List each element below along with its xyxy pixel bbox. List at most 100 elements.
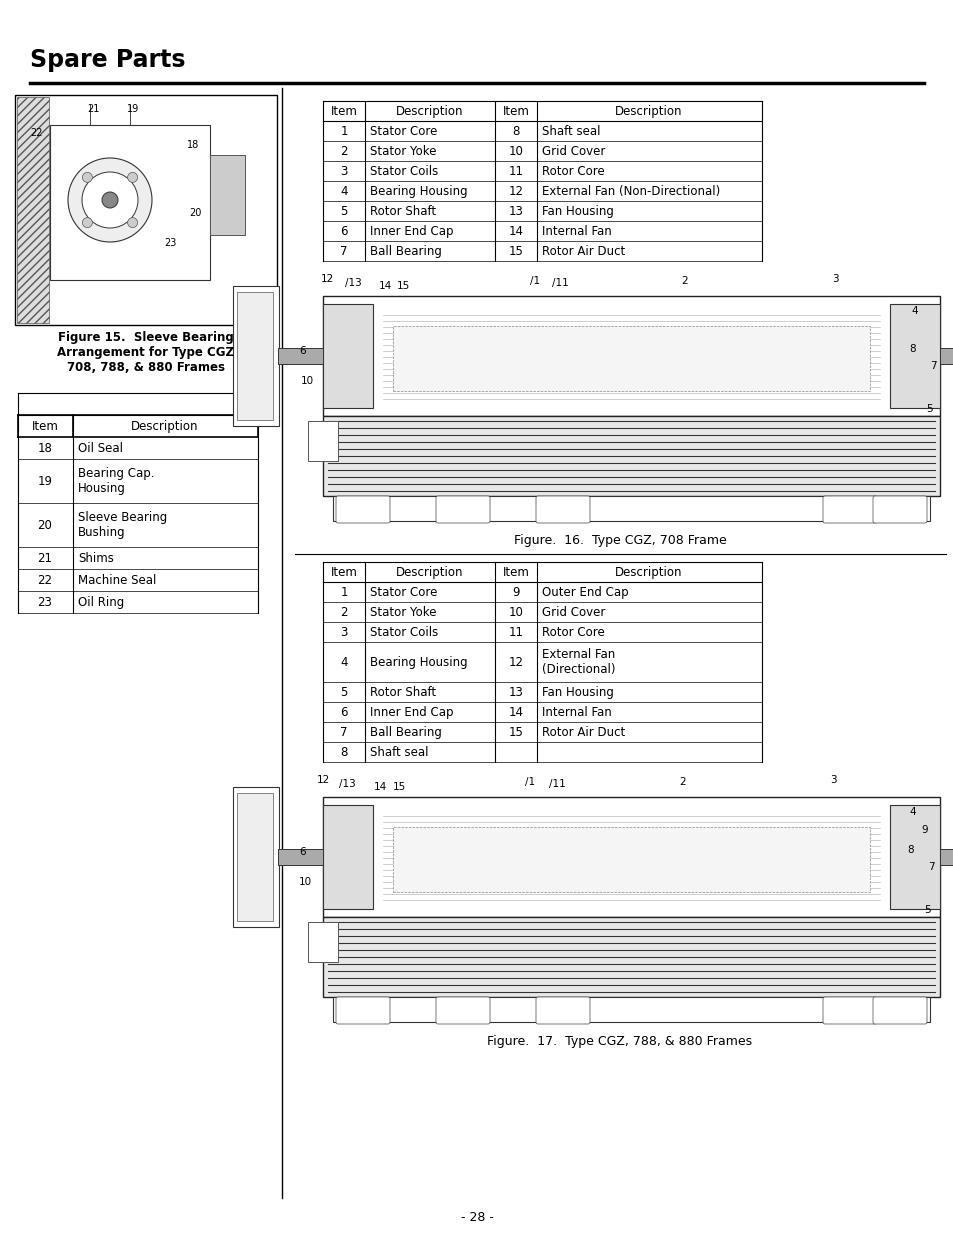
Bar xyxy=(323,797,939,918)
Text: Outer End Cap: Outer End Cap xyxy=(541,585,628,599)
Text: Stator Core: Stator Core xyxy=(370,585,436,599)
Circle shape xyxy=(102,191,118,207)
Text: 6: 6 xyxy=(340,225,348,237)
Text: Item: Item xyxy=(502,105,529,117)
Bar xyxy=(323,416,939,496)
Text: /13: /13 xyxy=(338,779,355,789)
Text: 14: 14 xyxy=(508,225,523,237)
Text: 21: 21 xyxy=(37,552,52,564)
Bar xyxy=(889,304,939,408)
Text: Inner End Cap: Inner End Cap xyxy=(370,225,453,237)
Text: 18: 18 xyxy=(37,441,52,454)
Text: Sleeve Bearing
Bushing: Sleeve Bearing Bushing xyxy=(78,511,167,538)
Text: 23: 23 xyxy=(37,595,52,609)
Text: Bearing Housing: Bearing Housing xyxy=(370,656,467,668)
Text: 4: 4 xyxy=(911,306,918,316)
Circle shape xyxy=(82,173,92,183)
Text: External Fan
(Directional): External Fan (Directional) xyxy=(541,648,615,676)
Text: 10: 10 xyxy=(298,877,312,887)
Text: Stator Core: Stator Core xyxy=(370,125,436,137)
Text: 21: 21 xyxy=(87,104,99,114)
Circle shape xyxy=(82,217,92,227)
Text: 15: 15 xyxy=(392,782,405,792)
Bar xyxy=(233,787,278,927)
Text: 12: 12 xyxy=(508,184,523,198)
Text: Internal Fan: Internal Fan xyxy=(541,225,611,237)
Circle shape xyxy=(68,158,152,242)
FancyBboxPatch shape xyxy=(536,496,589,522)
Text: Rotor Core: Rotor Core xyxy=(541,625,604,638)
Text: 6: 6 xyxy=(299,346,306,356)
Text: 13: 13 xyxy=(508,205,523,217)
FancyBboxPatch shape xyxy=(872,997,926,1024)
Text: Description: Description xyxy=(615,566,682,578)
FancyBboxPatch shape xyxy=(436,997,490,1024)
Text: 5: 5 xyxy=(925,404,932,414)
Text: 8: 8 xyxy=(906,845,913,855)
Text: Bearing Cap.
Housing: Bearing Cap. Housing xyxy=(78,467,154,495)
Text: Rotor Air Duct: Rotor Air Duct xyxy=(541,725,624,739)
Text: Item: Item xyxy=(502,566,529,578)
Text: 11: 11 xyxy=(508,625,523,638)
Text: 1: 1 xyxy=(340,585,348,599)
Text: 2: 2 xyxy=(340,144,348,158)
Text: 18: 18 xyxy=(187,140,199,149)
Bar xyxy=(50,125,210,280)
Text: Rotor Shaft: Rotor Shaft xyxy=(370,685,436,699)
Text: 20: 20 xyxy=(189,207,201,219)
Text: Item: Item xyxy=(31,420,58,432)
Text: 8: 8 xyxy=(340,746,347,758)
Text: 14: 14 xyxy=(373,782,386,792)
Circle shape xyxy=(128,173,137,183)
FancyBboxPatch shape xyxy=(822,496,876,522)
Bar xyxy=(17,98,49,324)
Text: 5: 5 xyxy=(923,905,930,915)
Text: 10: 10 xyxy=(508,605,523,619)
Text: /11: /11 xyxy=(548,779,565,789)
Text: 5: 5 xyxy=(340,685,347,699)
Text: Stator Yoke: Stator Yoke xyxy=(370,144,436,158)
Text: Figure.  17.  Type CGZ, 788, & 880 Frames: Figure. 17. Type CGZ, 788, & 880 Frames xyxy=(487,1035,752,1049)
Bar xyxy=(236,291,273,420)
Text: Grid Cover: Grid Cover xyxy=(541,605,605,619)
Text: 3: 3 xyxy=(340,164,347,178)
Text: Description: Description xyxy=(395,566,463,578)
Circle shape xyxy=(82,172,138,228)
Text: 12: 12 xyxy=(320,274,334,284)
Text: Shaft seal: Shaft seal xyxy=(541,125,599,137)
Text: 5: 5 xyxy=(340,205,347,217)
Text: 6: 6 xyxy=(299,847,306,857)
FancyBboxPatch shape xyxy=(536,997,589,1024)
Text: 1: 1 xyxy=(340,125,348,137)
Text: 22: 22 xyxy=(30,128,43,138)
Text: Ball Bearing: Ball Bearing xyxy=(370,725,441,739)
Text: Bearing Housing: Bearing Housing xyxy=(370,184,467,198)
Text: Fan Housing: Fan Housing xyxy=(541,685,613,699)
Circle shape xyxy=(128,217,137,227)
FancyBboxPatch shape xyxy=(335,496,390,522)
Text: 3: 3 xyxy=(831,274,838,284)
Text: - 28 -: - 28 - xyxy=(460,1212,493,1224)
Text: Description: Description xyxy=(395,105,463,117)
FancyBboxPatch shape xyxy=(822,997,876,1024)
Text: 7: 7 xyxy=(340,725,348,739)
Bar xyxy=(333,997,929,1023)
Text: 7: 7 xyxy=(929,361,935,370)
Text: 6: 6 xyxy=(340,705,348,719)
Text: Shaft seal: Shaft seal xyxy=(370,746,428,758)
Text: Fan Housing: Fan Housing xyxy=(541,205,613,217)
Text: 10: 10 xyxy=(300,375,314,387)
Text: 20: 20 xyxy=(37,519,52,531)
Text: Stator Yoke: Stator Yoke xyxy=(370,605,436,619)
Text: Oil Seal: Oil Seal xyxy=(78,441,123,454)
Text: Machine Seal: Machine Seal xyxy=(78,573,156,587)
Text: 3: 3 xyxy=(829,776,836,785)
Text: 8: 8 xyxy=(512,125,519,137)
Text: Figure 15.  Sleeve Bearing
Arrangement for Type CGZ
708, 788, & 880 Frames: Figure 15. Sleeve Bearing Arrangement fo… xyxy=(57,331,234,374)
Bar xyxy=(308,923,337,962)
Text: 22: 22 xyxy=(37,573,52,587)
Text: Inner End Cap: Inner End Cap xyxy=(370,705,453,719)
Bar xyxy=(323,918,939,997)
Text: 2: 2 xyxy=(679,777,685,787)
Text: 14: 14 xyxy=(378,282,392,291)
